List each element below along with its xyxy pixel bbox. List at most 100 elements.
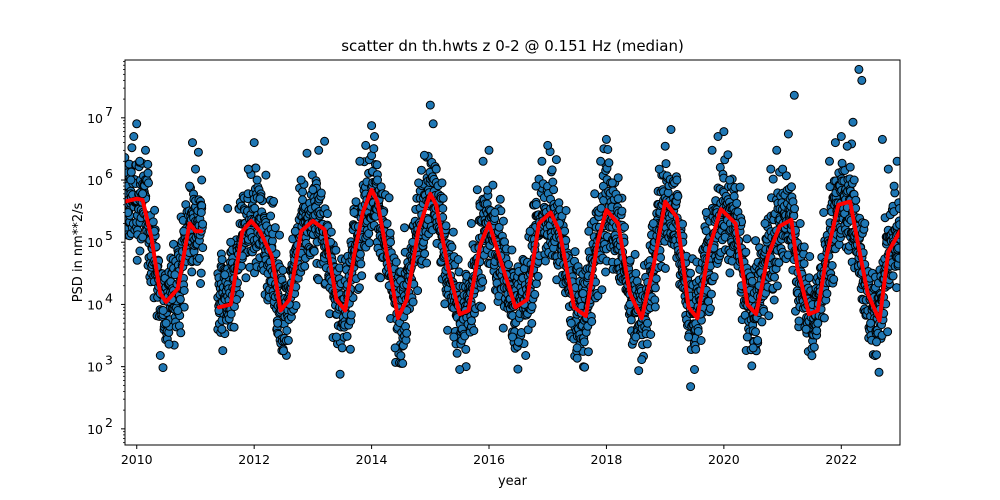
scatter-point [357,271,367,281]
scatter-point [193,147,203,157]
scatter-point [772,145,782,155]
scatter-point [643,318,652,328]
scatter-point [161,318,171,328]
scatter-point [229,322,239,332]
scatter-point [751,236,761,246]
scatter-point [431,164,441,174]
scatter-point [877,134,887,144]
scatter-point [251,163,261,173]
scatter-point [449,332,459,342]
scatter-point [735,182,745,192]
scatter-point [513,337,523,347]
scatter-point [495,194,505,204]
scatter-point [572,343,582,353]
scatter-point [469,326,479,336]
scatter-point [584,226,594,236]
scatter-point [842,141,852,151]
y-tick-exponent: 5 [105,228,113,243]
scatter-point [402,328,412,338]
scatter-point [799,242,809,252]
scatter-point [273,318,283,328]
scatter-point [723,150,733,160]
scatter-point [725,268,735,278]
scatter-point [686,382,696,392]
scatter-point [220,270,230,280]
scatter-point [138,232,148,242]
scatter-point [813,318,823,328]
scatter-point [355,156,365,166]
x-tick-label: 2014 [356,452,388,467]
scatter-point [570,247,580,257]
scatter-point [580,362,590,372]
scatter-point [764,311,774,321]
scatter-point [705,304,715,313]
scatter-point [129,132,139,141]
scatter-point [787,182,796,192]
scatter-point [607,178,617,188]
scatter-point [626,315,636,325]
scatter-point [548,177,558,187]
chart-title: scatter dn th.hwts z 0-2 @ 0.151 Hz (med… [341,37,684,55]
x-tick-label: 2022 [825,452,857,467]
scatter-point [748,343,758,353]
scatter-point [261,170,271,180]
scatter-point [774,258,784,268]
scatter-point [342,331,352,341]
scatter-point [617,206,627,216]
scatter-point [438,204,448,213]
scatter-point [422,258,432,268]
scatter-point [601,134,611,144]
scatter-point [141,145,150,155]
scatter-point [778,164,788,174]
scatter-point [188,138,197,148]
scatter-point [361,140,371,150]
scatter-point [812,326,822,336]
scatter-point [331,245,341,255]
y-tick-exponent: 3 [105,353,113,368]
scatter-point [298,187,308,197]
scatter-point [770,272,779,282]
scatter-point [781,171,791,181]
scatter-series [125,64,900,392]
scatter-point [725,175,735,185]
scatter-point [650,302,660,312]
scatter-point [187,267,197,277]
scatter-point [302,148,312,158]
scatter-point [390,343,400,353]
scatter-point [484,145,494,155]
scatter-point [369,144,379,154]
scatter-point [376,273,385,283]
scatter-point [654,164,664,174]
scatter-point [751,327,760,337]
scatter-point [854,64,864,74]
scatter-point [634,366,644,376]
scatter-point [790,204,799,214]
scatter-point [490,208,500,217]
y-tick-label: 10 [87,173,103,188]
scatter-point [314,145,324,155]
scatter-point [874,367,884,377]
scatter-point [255,194,265,204]
scatter-point [648,219,658,228]
scatter-point [830,138,840,148]
scatter-point [666,125,676,134]
scatter-point [447,242,457,252]
scatter-point [661,159,671,169]
scatter-point [373,175,382,185]
scatter-point [549,185,559,195]
y-tick-exponent: 4 [105,290,113,305]
y-tick-exponent: 7 [105,104,113,119]
scatter-point [196,279,205,288]
scatter-point [351,197,361,207]
scatter-point [125,153,130,162]
scatter-point [809,342,819,352]
scatter-point [701,226,711,236]
scatter-point [455,365,465,374]
scatter-point [135,156,145,166]
scatter-point [768,174,778,184]
scatter-point [420,249,430,259]
scatter-point [845,162,855,172]
scatter-point [504,260,513,269]
scatter-point [533,271,543,281]
